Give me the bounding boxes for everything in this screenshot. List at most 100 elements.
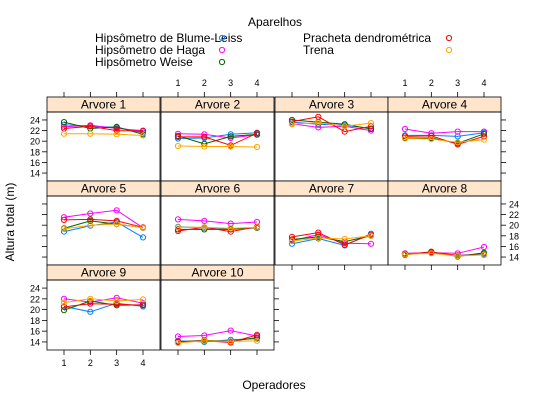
y-tick-label: 22	[30, 294, 40, 304]
data-point	[227, 327, 234, 334]
data-point	[60, 119, 68, 126]
data-point	[201, 337, 208, 344]
panel-frame	[160, 279, 275, 351]
data-point	[87, 295, 94, 302]
panel-title: Arvore 2	[195, 98, 241, 112]
series-line	[404, 138, 485, 143]
series-line	[177, 218, 258, 225]
series-line	[405, 132, 485, 137]
series-line	[64, 133, 144, 136]
data-point	[201, 224, 208, 231]
legend-title: Aparelhos	[248, 15, 302, 29]
panel-frame	[46, 279, 161, 351]
y-tick-label: 14	[30, 337, 40, 347]
y-tick-label: 16	[30, 327, 40, 337]
data-point	[288, 240, 296, 247]
legend-marker	[445, 46, 453, 54]
data-point	[480, 243, 488, 251]
series-line	[63, 218, 144, 228]
data-point	[428, 132, 435, 139]
x-tick-label: 1	[402, 78, 407, 88]
series-line	[63, 124, 144, 132]
panel-7: Arvore 7	[274, 180, 389, 270]
panel-frame	[387, 195, 502, 266]
data-point	[113, 297, 120, 305]
x-tick-label: 4	[254, 78, 259, 88]
y-axis-label: Altura total (m)	[3, 183, 17, 262]
y-tick-label: 22	[509, 210, 519, 220]
data-point	[139, 224, 147, 231]
data-point	[139, 302, 147, 309]
data-point	[428, 250, 435, 257]
data-point	[113, 127, 120, 134]
y-tick-label: 20	[30, 137, 40, 147]
data-point	[87, 210, 94, 217]
series-line	[63, 209, 144, 229]
y-tick-label: 20	[509, 221, 519, 231]
series-line	[177, 334, 258, 344]
legend-label: Hipsômetro de Blume-Leiss	[95, 31, 242, 45]
data-point	[174, 133, 182, 140]
legend-label: Hipsômetro de Haga	[95, 43, 205, 57]
series-line	[177, 330, 258, 337]
data-point	[201, 143, 208, 150]
data-point	[341, 123, 348, 130]
data-point	[60, 121, 68, 128]
y-tick-label: 14	[509, 253, 519, 263]
legend-marker	[218, 34, 226, 42]
panel-4: Arvore 4 1 2 3 4	[387, 78, 506, 182]
series-line	[404, 135, 485, 145]
x-tick-label: 1	[61, 358, 66, 368]
data-point	[139, 132, 147, 139]
data-point	[113, 123, 120, 131]
data-point	[60, 130, 68, 137]
data-point	[480, 251, 488, 258]
data-point	[253, 331, 261, 338]
x-tick-label: 4	[140, 358, 145, 368]
panel-title: Arvore 9	[81, 266, 127, 280]
data-point	[480, 133, 488, 140]
legend-label: Pracheta dendrométrica	[303, 31, 431, 45]
panel-title: Arvore 1	[81, 98, 127, 112]
data-point	[341, 241, 348, 248]
data-point	[454, 252, 461, 260]
y-tick-label: 16	[30, 158, 40, 168]
data-point	[227, 143, 234, 150]
data-point	[253, 224, 261, 231]
panel-title: Arvore 3	[309, 98, 355, 112]
x-tick-label: 3	[455, 78, 460, 88]
data-point	[201, 217, 208, 224]
data-point	[401, 125, 409, 133]
legend-marker	[445, 34, 453, 42]
panel-title: Arvore 7	[309, 182, 355, 196]
data-point	[60, 225, 68, 232]
panel-title: Arvore 10	[191, 266, 243, 280]
y-tick-label: 14	[30, 169, 40, 179]
data-point	[113, 221, 120, 228]
x-tick-label: 3	[114, 358, 119, 368]
data-point	[367, 123, 375, 130]
data-point	[139, 296, 147, 303]
series-line	[404, 252, 485, 257]
data-point	[174, 339, 182, 347]
panel-3: Arvore 3	[274, 92, 389, 182]
data-point	[428, 136, 435, 143]
data-point	[174, 224, 182, 231]
x-tick-label: 2	[88, 358, 93, 368]
series-line	[177, 340, 258, 344]
data-point	[367, 240, 375, 247]
legend-marker	[218, 58, 226, 66]
series-line	[63, 223, 144, 230]
panel-title: Arvore 5	[81, 182, 127, 196]
data-point	[87, 123, 94, 130]
series-line	[63, 125, 144, 132]
y-tick-label: 18	[509, 231, 519, 241]
series-line	[291, 235, 372, 242]
data-point	[227, 133, 234, 140]
panel-5: Arvore 5	[42, 180, 161, 266]
legend-marker	[218, 46, 226, 54]
data-point	[454, 128, 461, 135]
series-line	[178, 226, 258, 229]
